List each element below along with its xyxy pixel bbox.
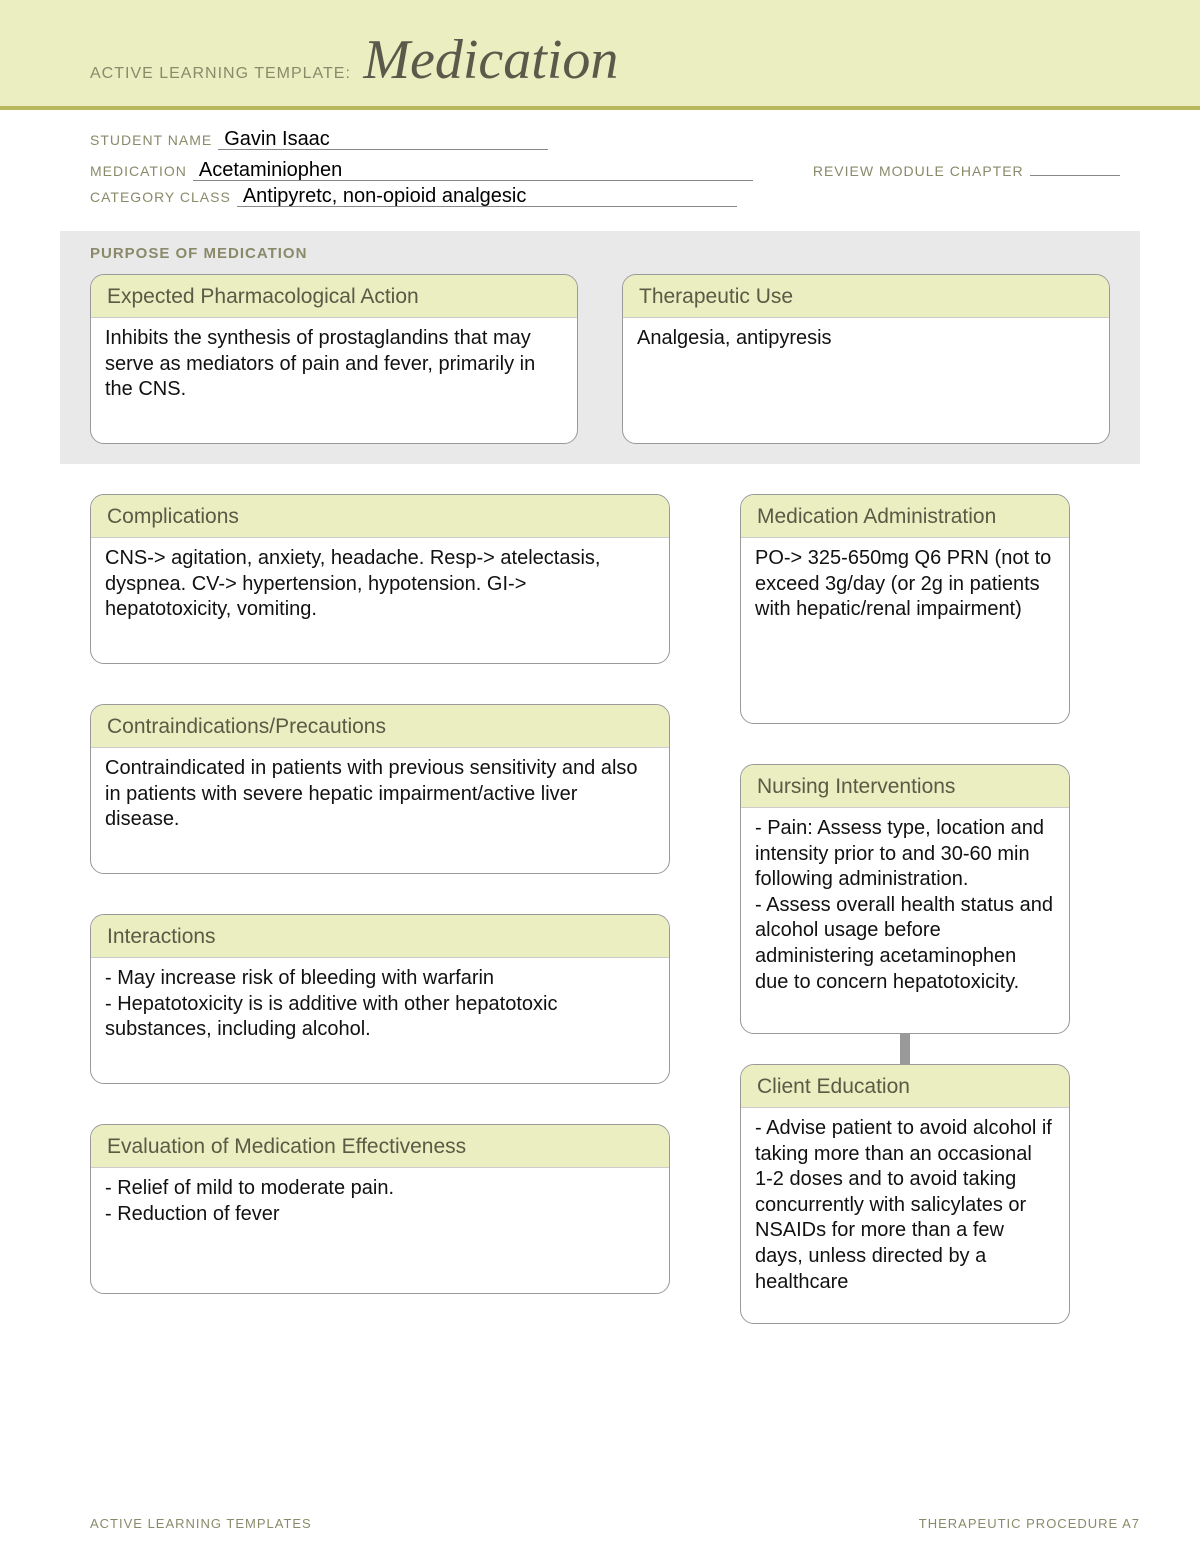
box-contraindications: Contraindications/Precautions Contraindi… <box>90 704 670 874</box>
box-body: - Pain: Assess type, location and intens… <box>741 808 1069 1033</box>
medication-label: MEDICATION <box>90 163 187 179</box>
box-head: Therapeutic Use <box>623 275 1109 318</box>
box-interactions: Interactions - May increase risk of blee… <box>90 914 670 1084</box>
box-body: CNS-> agitation, anxiety, headache. Resp… <box>91 538 669 663</box>
box-body: - May increase risk of bleeding with war… <box>91 958 669 1083</box>
box-head: Interactions <box>91 915 669 958</box>
box-head: Expected Pharmacological Action <box>91 275 577 318</box>
box-administration: Medication Administration PO-> 325-650mg… <box>740 494 1070 724</box>
connector-line <box>900 1034 910 1064</box>
meta-row-medication: MEDICATION Acetaminiophen REVIEW MODULE … <box>90 154 1110 181</box>
category-label: CATEGORY CLASS <box>90 189 231 205</box>
box-body: Analgesia, antipyresis <box>623 318 1109 443</box>
box-head: Nursing Interventions <box>741 765 1069 808</box>
box-therapeutic-use: Therapeutic Use Analgesia, antipyresis <box>622 274 1110 444</box>
box-head: Evaluation of Medication Effectiveness <box>91 1125 669 1168</box>
box-head: Medication Administration <box>741 495 1069 538</box>
review-label: REVIEW MODULE CHAPTER <box>813 163 1024 179</box>
box-client-education: Client Education - Advise patient to avo… <box>740 1064 1070 1324</box>
review-value <box>1030 154 1120 176</box>
review-block: REVIEW MODULE CHAPTER <box>813 154 1120 179</box>
category-value: Antipyretc, non-opioid analgesic <box>237 185 737 207</box>
footer-right: THERAPEUTIC PROCEDURE A7 <box>919 1516 1140 1531</box>
box-evaluation: Evaluation of Medication Effectiveness -… <box>90 1124 670 1294</box>
box-nursing-interventions: Nursing Interventions - Pain: Assess typ… <box>740 764 1070 1034</box>
purpose-row: Expected Pharmacological Action Inhibits… <box>90 274 1110 444</box>
purpose-section: PURPOSE OF MEDICATION Expected Pharmacol… <box>60 231 1140 464</box>
box-body: PO-> 325-650mg Q6 PRN (not to exceed 3g/… <box>741 538 1069 723</box>
footer-left: ACTIVE LEARNING TEMPLATES <box>90 1516 312 1531</box>
right-column: Medication Administration PO-> 325-650mg… <box>740 494 1070 1324</box>
box-head: Complications <box>91 495 669 538</box>
box-complications: Complications CNS-> agitation, anxiety, … <box>90 494 670 664</box>
left-column: Complications CNS-> agitation, anxiety, … <box>90 494 670 1294</box>
header-prefix: ACTIVE LEARNING TEMPLATE: <box>90 65 351 83</box>
box-head: Contraindications/Precautions <box>91 705 669 748</box>
box-head: Client Education <box>741 1065 1069 1108</box>
medication-value: Acetaminiophen <box>193 159 753 181</box>
page: ACTIVE LEARNING TEMPLATE: Medication STU… <box>0 0 1200 1553</box>
box-body: - Relief of mild to moderate pain.- Redu… <box>91 1168 669 1293</box>
header-title: Medication <box>363 28 618 92</box>
box-pharm-action: Expected Pharmacological Action Inhibits… <box>90 274 578 444</box>
box-body: - Advise patient to avoid alcohol if tak… <box>741 1108 1069 1323</box>
main-grid: Complications CNS-> agitation, anxiety, … <box>0 464 1200 1324</box>
student-label: STUDENT NAME <box>90 132 212 148</box>
footer: ACTIVE LEARNING TEMPLATES THERAPEUTIC PR… <box>90 1516 1140 1531</box>
meta-row-student: STUDENT NAME Gavin Isaac <box>90 128 1110 150</box>
purpose-section-title: PURPOSE OF MEDICATION <box>90 245 1110 262</box>
meta-block: STUDENT NAME Gavin Isaac MEDICATION Acet… <box>0 110 1200 221</box>
header-band: ACTIVE LEARNING TEMPLATE: Medication <box>0 0 1200 110</box>
box-body: Inhibits the synthesis of prostaglandins… <box>91 318 577 443</box>
meta-row-category: CATEGORY CLASS Antipyretc, non-opioid an… <box>90 185 1110 207</box>
student-value: Gavin Isaac <box>218 128 548 150</box>
box-body: Contraindicated in patients with previou… <box>91 748 669 873</box>
